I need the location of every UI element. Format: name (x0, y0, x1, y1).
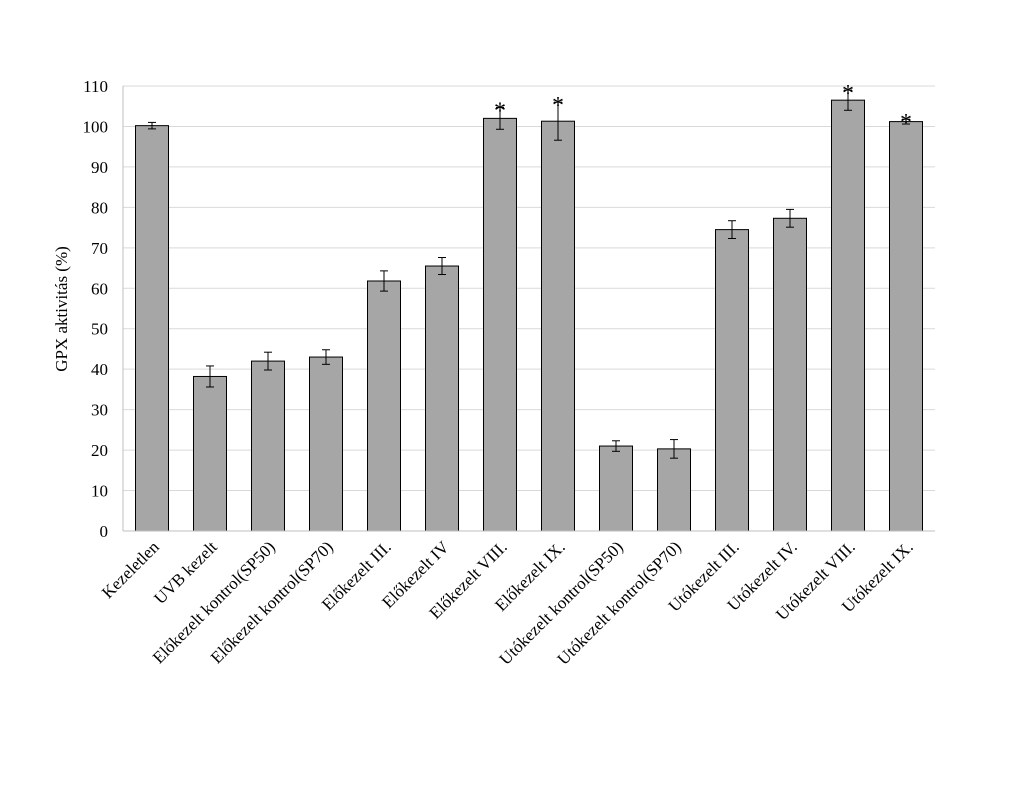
bar (715, 229, 749, 532)
bar (135, 125, 169, 532)
bar (831, 99, 865, 532)
y-tick-labels: 0 10 20 30 40 50 60 70 80 90 100 110 (83, 77, 109, 541)
significance-asterisk: * (552, 93, 564, 119)
bar (251, 360, 285, 532)
y-tick-label: 30 (91, 401, 108, 420)
gridlines (123, 85, 935, 492)
bar (425, 265, 459, 532)
bar (483, 117, 517, 532)
bar (773, 217, 807, 532)
y-tick-label: 70 (91, 239, 108, 258)
y-tick-label: 60 (91, 279, 108, 298)
y-tick-label: 90 (91, 158, 108, 177)
bar (599, 445, 633, 532)
bar (541, 120, 575, 532)
significance-markers: * * * * (494, 81, 912, 136)
bars (135, 89, 923, 532)
y-axis-label: GPX aktivitás (%) (52, 246, 71, 372)
significance-asterisk: * (842, 81, 854, 107)
bar (889, 121, 923, 532)
significance-asterisk: * (900, 110, 912, 136)
y-tick-label: 100 (83, 117, 109, 136)
axes (122, 86, 935, 532)
y-tick-label: 80 (91, 198, 108, 217)
y-tick-label: 0 (100, 522, 109, 541)
bar (193, 375, 227, 532)
bar (309, 356, 343, 532)
y-tick-label: 110 (83, 77, 108, 96)
y-tick-label: 20 (91, 441, 108, 460)
y-tick-label: 40 (91, 360, 108, 379)
bar (367, 280, 401, 532)
y-tick-label: 50 (91, 320, 108, 339)
bar (657, 448, 691, 532)
y-tick-label: 10 (91, 482, 108, 501)
significance-asterisk: * (494, 98, 506, 124)
